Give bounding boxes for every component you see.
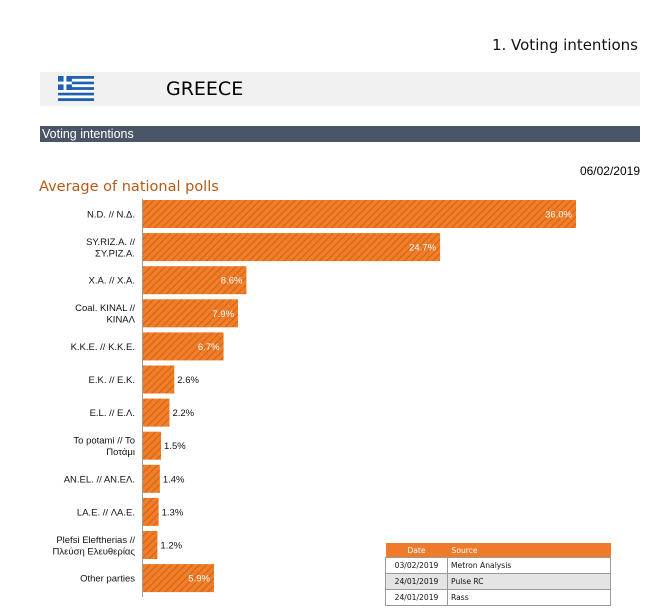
bar [143,200,576,228]
category-label: LA.E. // ΛΑ.Ε. [77,507,135,518]
report-date: 06/02/2019 [579,164,640,178]
category-label: N.D. // N.Δ. [87,210,135,221]
category-label: X.A. // X.A. [89,276,135,287]
bar [143,431,162,460]
category-label: Plefsi Eleftherias //Πλεύση Ελευθερίας [53,535,136,558]
bar-data-label: 8.6% [221,276,243,287]
table-row: 03/02/2019 Metron Analysis [385,557,611,574]
bar [143,332,224,361]
table-row: 24/01/2019 Pulse RC [385,573,611,590]
bar [143,531,158,559]
bar-data-label: 36.0% [545,210,572,221]
category-label: To potami // To Ποτάμι [73,435,135,458]
table-row: 24/01/2019 Rass [385,589,611,606]
bar [143,233,441,262]
bar [143,464,160,493]
column-header-date: Date [385,543,448,558]
country-name: GREECE [166,78,244,100]
category-label: E.L. // Ε.Λ. [90,408,135,419]
bar-data-label: 7.9% [212,309,234,320]
category-label: Other parties [80,574,135,585]
column-header-source: Source [447,543,611,558]
bar-data-label: 24.7% [409,243,436,254]
bar-data-label: 6.7% [198,342,220,353]
bar-data-label: 1.5% [164,441,186,452]
category-label: AN.EL. // AN.EΛ. [64,474,135,485]
chart-title: Average of national polls [39,179,219,195]
table-cell-date: 24/01/2019 [385,573,448,590]
bar [143,497,159,526]
table-cell-date: 03/02/2019 [385,557,448,574]
page-heading: 1. Voting intentions [491,36,638,54]
category-label: SY.RIZ.A. //ΣΥ.ΡΙΖ.Α. [86,237,135,260]
table-cell-source: Metron Analysis [447,557,611,574]
bar-data-label: 2.2% [172,408,194,419]
bar-data-label: 1.2% [160,541,182,552]
table-cell-date: 24/01/2019 [385,589,448,606]
category-label: E.K. // E.K. [89,375,135,386]
bar-data-label: 5.9% [188,574,210,585]
sources-table: Date Source 03/02/2019 Metron Analysis 2… [385,543,611,606]
table-cell-source: Rass [447,589,611,606]
section-title: Voting intentions [42,127,134,141]
bar-data-label: 1.3% [162,507,184,518]
bar-data-label: 1.4% [163,474,185,485]
bar [143,365,175,394]
sources-table-header: Date Source [385,543,611,558]
bar [143,299,239,328]
category-label: K.K.E. // K.K.E. [71,342,135,353]
category-label: Coal. KINAL //ΚΙΝΑΛ [75,303,135,326]
country-header: GREECE [40,72,640,106]
bar-data-label: 2.6% [177,375,199,386]
bar [143,564,214,593]
section-header: Voting intentions [40,126,640,142]
bar [143,266,247,295]
bar [143,398,170,427]
table-cell-source: Pulse RC [447,573,611,590]
greek-flag-icon [58,76,94,106]
